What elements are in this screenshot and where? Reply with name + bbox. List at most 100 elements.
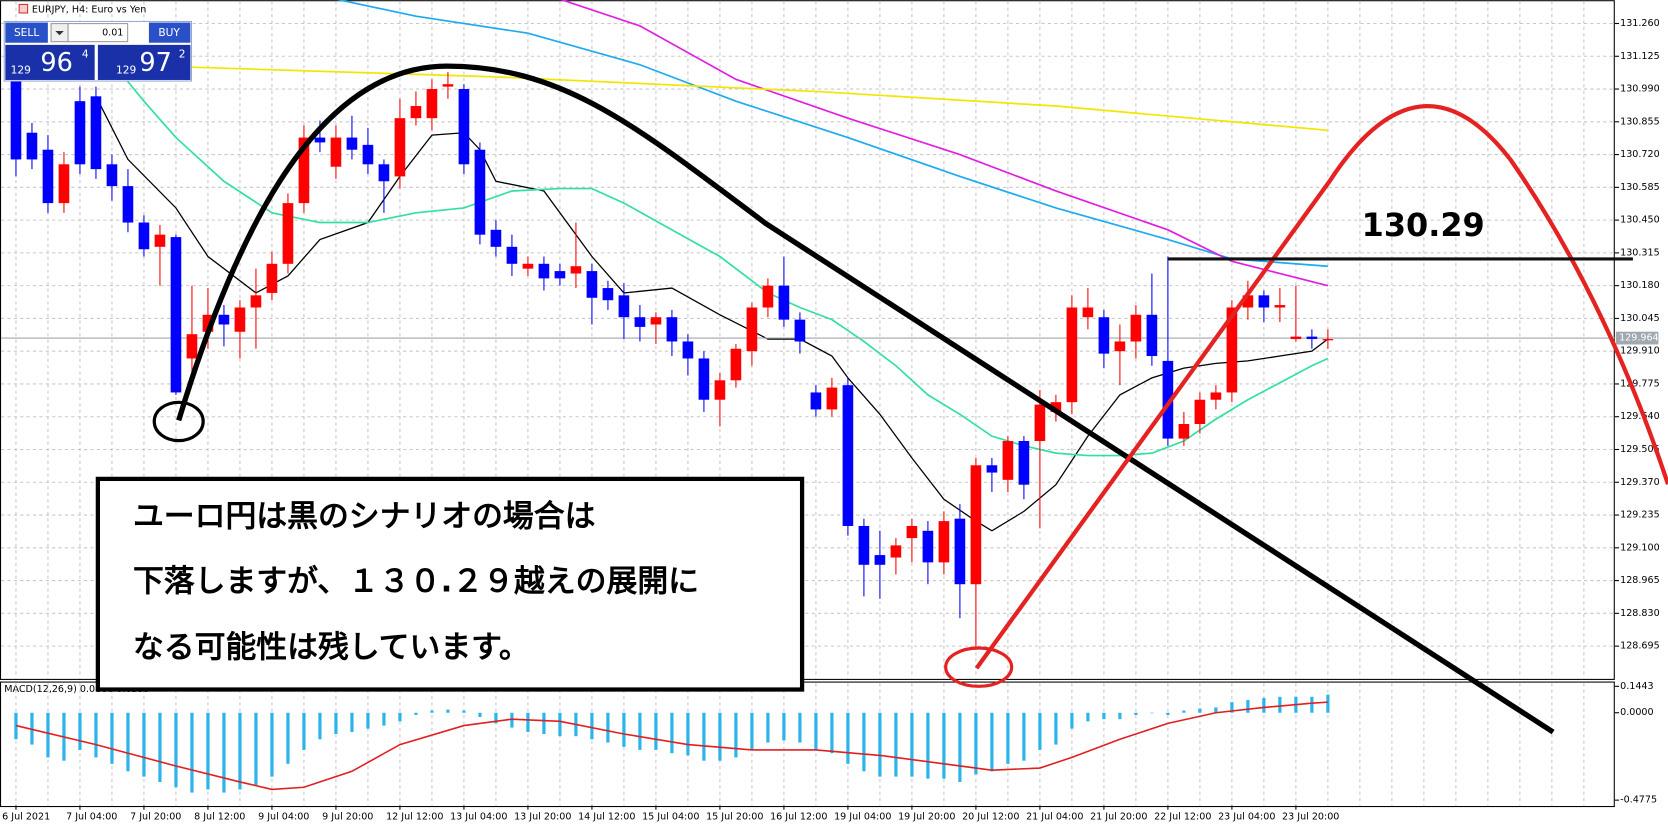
x-tick-label: 16 Jul 12:00 [770, 812, 827, 823]
candle-body [826, 387, 838, 410]
macd-bar [350, 712, 354, 732]
y-tick-label: 130.720 [1620, 149, 1660, 160]
bid-main[interactable]: 96 [40, 48, 72, 78]
macd-bar [398, 712, 402, 722]
bid-box[interactable] [5, 44, 95, 80]
candle-body [938, 521, 950, 563]
y-tick-label: 129.100 [1620, 542, 1660, 553]
candle-body [1002, 440, 1014, 480]
candle-body [682, 341, 694, 359]
lot-field[interactable] [67, 23, 129, 43]
x-tick-label: 23 Jul 20:00 [1282, 812, 1339, 823]
macd-bar [878, 712, 882, 777]
candle-body [378, 164, 390, 182]
candle-body [442, 84, 454, 87]
ask-small[interactable]: 2 [179, 47, 186, 60]
candle-body [26, 132, 38, 160]
ask-box[interactable] [97, 44, 191, 80]
candle-body [1306, 336, 1318, 340]
bid-big[interactable]: 129 [11, 63, 32, 76]
candle-body [74, 101, 86, 165]
macd-bar [1134, 712, 1138, 715]
y-tick-label: 130.585 [1620, 182, 1660, 193]
candle-body [1162, 360, 1174, 439]
macd-bar [46, 712, 50, 758]
sell-label[interactable]: SELL [14, 26, 39, 39]
macd-bar [1150, 712, 1154, 714]
candle-body [42, 149, 54, 204]
macd-signal [15, 701, 1328, 791]
red-scenario [974, 104, 1668, 670]
macd-bar [814, 712, 818, 750]
x-tick-label: 6 Jul 2021 [2, 812, 50, 823]
macd-bar [622, 712, 626, 747]
y-tick-label: 130.855 [1620, 116, 1660, 127]
candle-body [250, 295, 262, 308]
black-circle [152, 400, 205, 443]
price-panel [0, 0, 1615, 680]
macd-bar [94, 712, 98, 758]
bid-small[interactable]: 4 [82, 47, 89, 60]
x-tick-label: 19 Jul 04:00 [834, 812, 891, 823]
candle-body [970, 465, 982, 585]
y-tick-label: 131.260 [1620, 18, 1660, 29]
macd-bar [798, 712, 802, 743]
macd-label: MACD(12,26,9) 0.0806 0.0599 [4, 684, 150, 695]
candle-body [986, 465, 998, 473]
ask-main[interactable]: 97 [139, 48, 171, 78]
candle-body [906, 525, 918, 539]
sell-button[interactable] [5, 22, 48, 43]
lot-value[interactable]: 0.01 [102, 28, 123, 39]
y-tick-label: 129.775 [1620, 378, 1660, 389]
note-line: 下落しますが、１３０.２９越えの展開に [133, 564, 699, 600]
candle-body [650, 317, 662, 325]
candle-body [1018, 440, 1030, 485]
moving-average [335, 0, 1328, 268]
macd-bar [126, 712, 130, 772]
arrow-icon [55, 31, 64, 36]
candle-body [794, 319, 806, 342]
macd-bar [1230, 702, 1234, 713]
buy-button[interactable] [148, 22, 191, 43]
macd-bar [206, 712, 210, 790]
y-tick-label: 129.370 [1620, 477, 1660, 488]
candle-body [90, 96, 102, 170]
candle-body [282, 203, 294, 264]
candle-body [10, 79, 22, 160]
candle-body [394, 118, 406, 177]
candle-body [314, 137, 326, 143]
macd-bar [302, 712, 306, 750]
macd-bar [1070, 712, 1074, 729]
candle-body [1146, 314, 1158, 357]
macd-bar [702, 712, 706, 761]
x-tick-label: 8 Jul 12:00 [194, 812, 245, 823]
ask-big[interactable]: 129 [116, 63, 137, 76]
y-tick-label: 128.695 [1620, 641, 1660, 652]
x-tick-label: 15 Jul 20:00 [706, 812, 763, 823]
candle-body [474, 149, 486, 235]
macd-bar [958, 712, 962, 782]
macd-bar [1326, 694, 1330, 713]
candle-body [1322, 339, 1334, 341]
macd-bar [334, 712, 338, 734]
macd-bar [494, 712, 498, 724]
x-tick-label: 20 Jul 12:00 [962, 812, 1019, 823]
candle-body [762, 285, 774, 308]
macd-bar [78, 712, 82, 750]
candle-body [954, 518, 966, 585]
candle-body [842, 385, 854, 526]
x-tick-label: 19 Jul 20:00 [898, 812, 955, 823]
macd-bar [734, 712, 738, 758]
x-tick-label: 9 Jul 20:00 [322, 812, 373, 823]
macd-bar [510, 712, 514, 728]
buy-label[interactable]: BUY [158, 26, 180, 39]
macd-bar [910, 712, 914, 777]
y-tick-label: 131.125 [1620, 51, 1660, 62]
candle-body [138, 222, 150, 250]
macd-bar [670, 712, 674, 754]
candle-body [458, 89, 470, 165]
x-tick-label: 14 Jul 12:00 [578, 812, 635, 823]
black-scenario [176, 63, 1555, 735]
candle-body [1082, 307, 1094, 318]
